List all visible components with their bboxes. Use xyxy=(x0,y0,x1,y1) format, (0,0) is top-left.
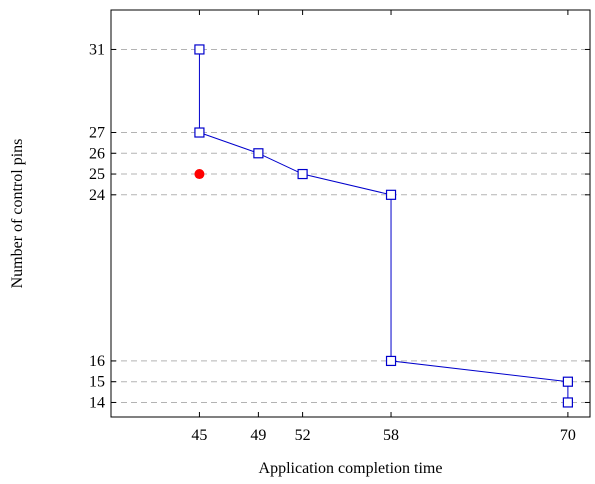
y-tick-label: 24 xyxy=(89,187,105,204)
data-point-marker xyxy=(194,44,205,55)
x-tick-label: 45 xyxy=(191,427,207,444)
y-tick-label: 16 xyxy=(89,353,105,370)
highlight-point xyxy=(194,169,205,180)
x-tick-label: 52 xyxy=(295,427,311,444)
y-axis-label: Number of control pins xyxy=(9,139,26,289)
y-tick-label: 26 xyxy=(89,145,105,162)
y-tick-label: 27 xyxy=(89,125,105,142)
x-axis-label: Application completion time xyxy=(259,460,443,477)
data-point-marker xyxy=(385,189,397,200)
data-point-marker xyxy=(194,127,205,138)
data-point-marker xyxy=(253,148,264,159)
data-point-marker xyxy=(385,355,397,367)
x-axis-ticks: 45 49 52 58 70 xyxy=(191,10,576,444)
y-axis-ticks: 14 15 16 24 25 26 27 31 xyxy=(89,41,590,411)
data-point-marker xyxy=(297,168,308,180)
data-point-marker xyxy=(562,376,573,387)
series-line xyxy=(198,49,569,403)
plot-series xyxy=(194,44,573,408)
gridlines xyxy=(111,48,590,403)
x-tick-label: 70 xyxy=(560,427,576,444)
y-tick-label: 25 xyxy=(89,166,105,183)
plot-area-frame xyxy=(110,9,591,418)
y-tick-label: 31 xyxy=(89,41,105,58)
x-tick-label: 58 xyxy=(383,427,399,444)
x-tick-label: 49 xyxy=(250,427,266,444)
y-tick-label: 14 xyxy=(89,394,105,411)
y-tick-label: 15 xyxy=(89,374,105,391)
data-point-marker xyxy=(562,397,573,408)
